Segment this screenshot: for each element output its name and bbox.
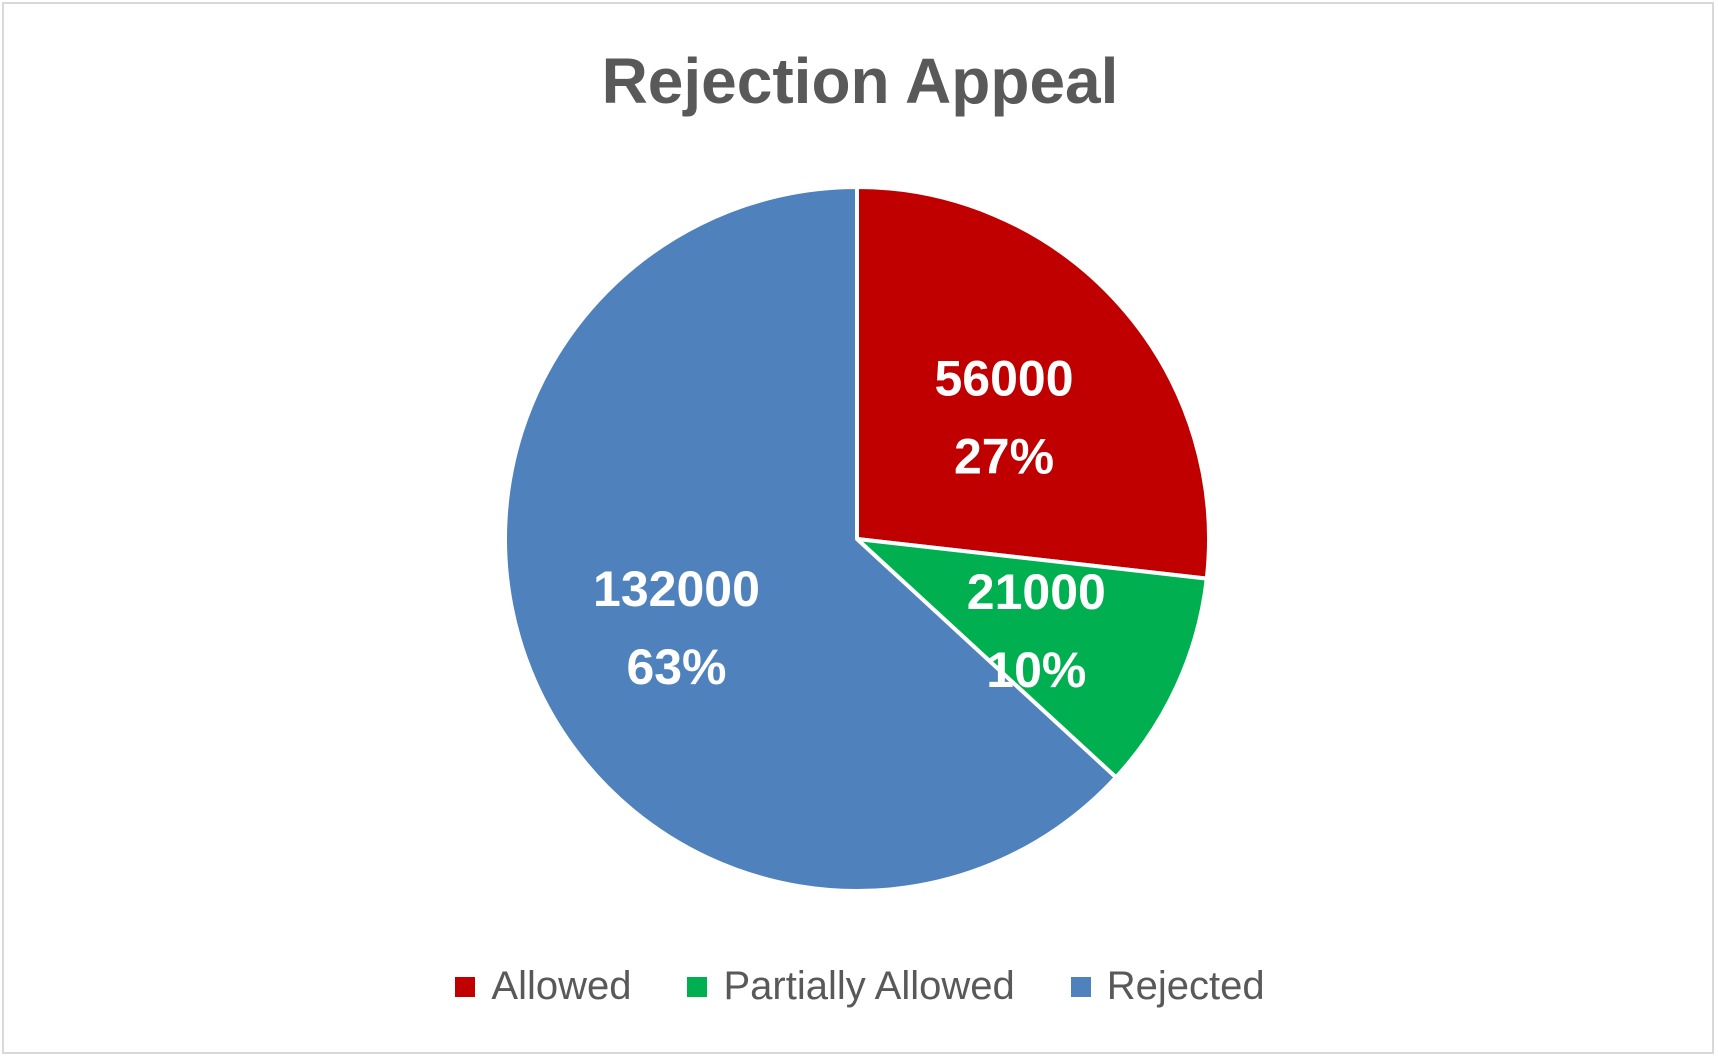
slice-percent-label-allowed: 27% xyxy=(954,429,1054,485)
legend-swatch-partially-allowed xyxy=(687,976,708,997)
slice-value-label-rejected: 132000 xyxy=(593,561,760,617)
legend-label-rejected: Rejected xyxy=(1106,964,1265,1008)
legend-label-allowed: Allowed xyxy=(491,964,632,1008)
legend-item-rejected: Rejected xyxy=(1070,964,1265,1009)
legend-item-allowed: Allowed xyxy=(455,964,631,1009)
legend-swatch-rejected xyxy=(1070,976,1091,997)
chart-legend: Allowed Partially Allowed Rejected xyxy=(4,964,1716,1009)
slice-value-label-partially-allowed: 21000 xyxy=(967,564,1106,620)
pie-slice-partially-allowed xyxy=(855,537,1209,780)
pie-slice-allowed xyxy=(855,185,1211,581)
legend-swatch-allowed xyxy=(455,976,476,997)
legend-item-partially-allowed: Partially Allowed xyxy=(687,964,1015,1009)
chart-title: Rejection Appeal xyxy=(601,45,1119,117)
pie-chart: 56000 27% 21000 10% 132000 63% xyxy=(503,185,1211,893)
legend-label-partially-allowed: Partially Allowed xyxy=(723,964,1015,1008)
slice-value-label-allowed: 56000 xyxy=(934,351,1073,407)
slice-percent-label-rejected: 63% xyxy=(626,639,726,695)
pie-slice-rejected xyxy=(503,185,1118,893)
slice-percent-label-partially-allowed: 10% xyxy=(986,642,1086,698)
